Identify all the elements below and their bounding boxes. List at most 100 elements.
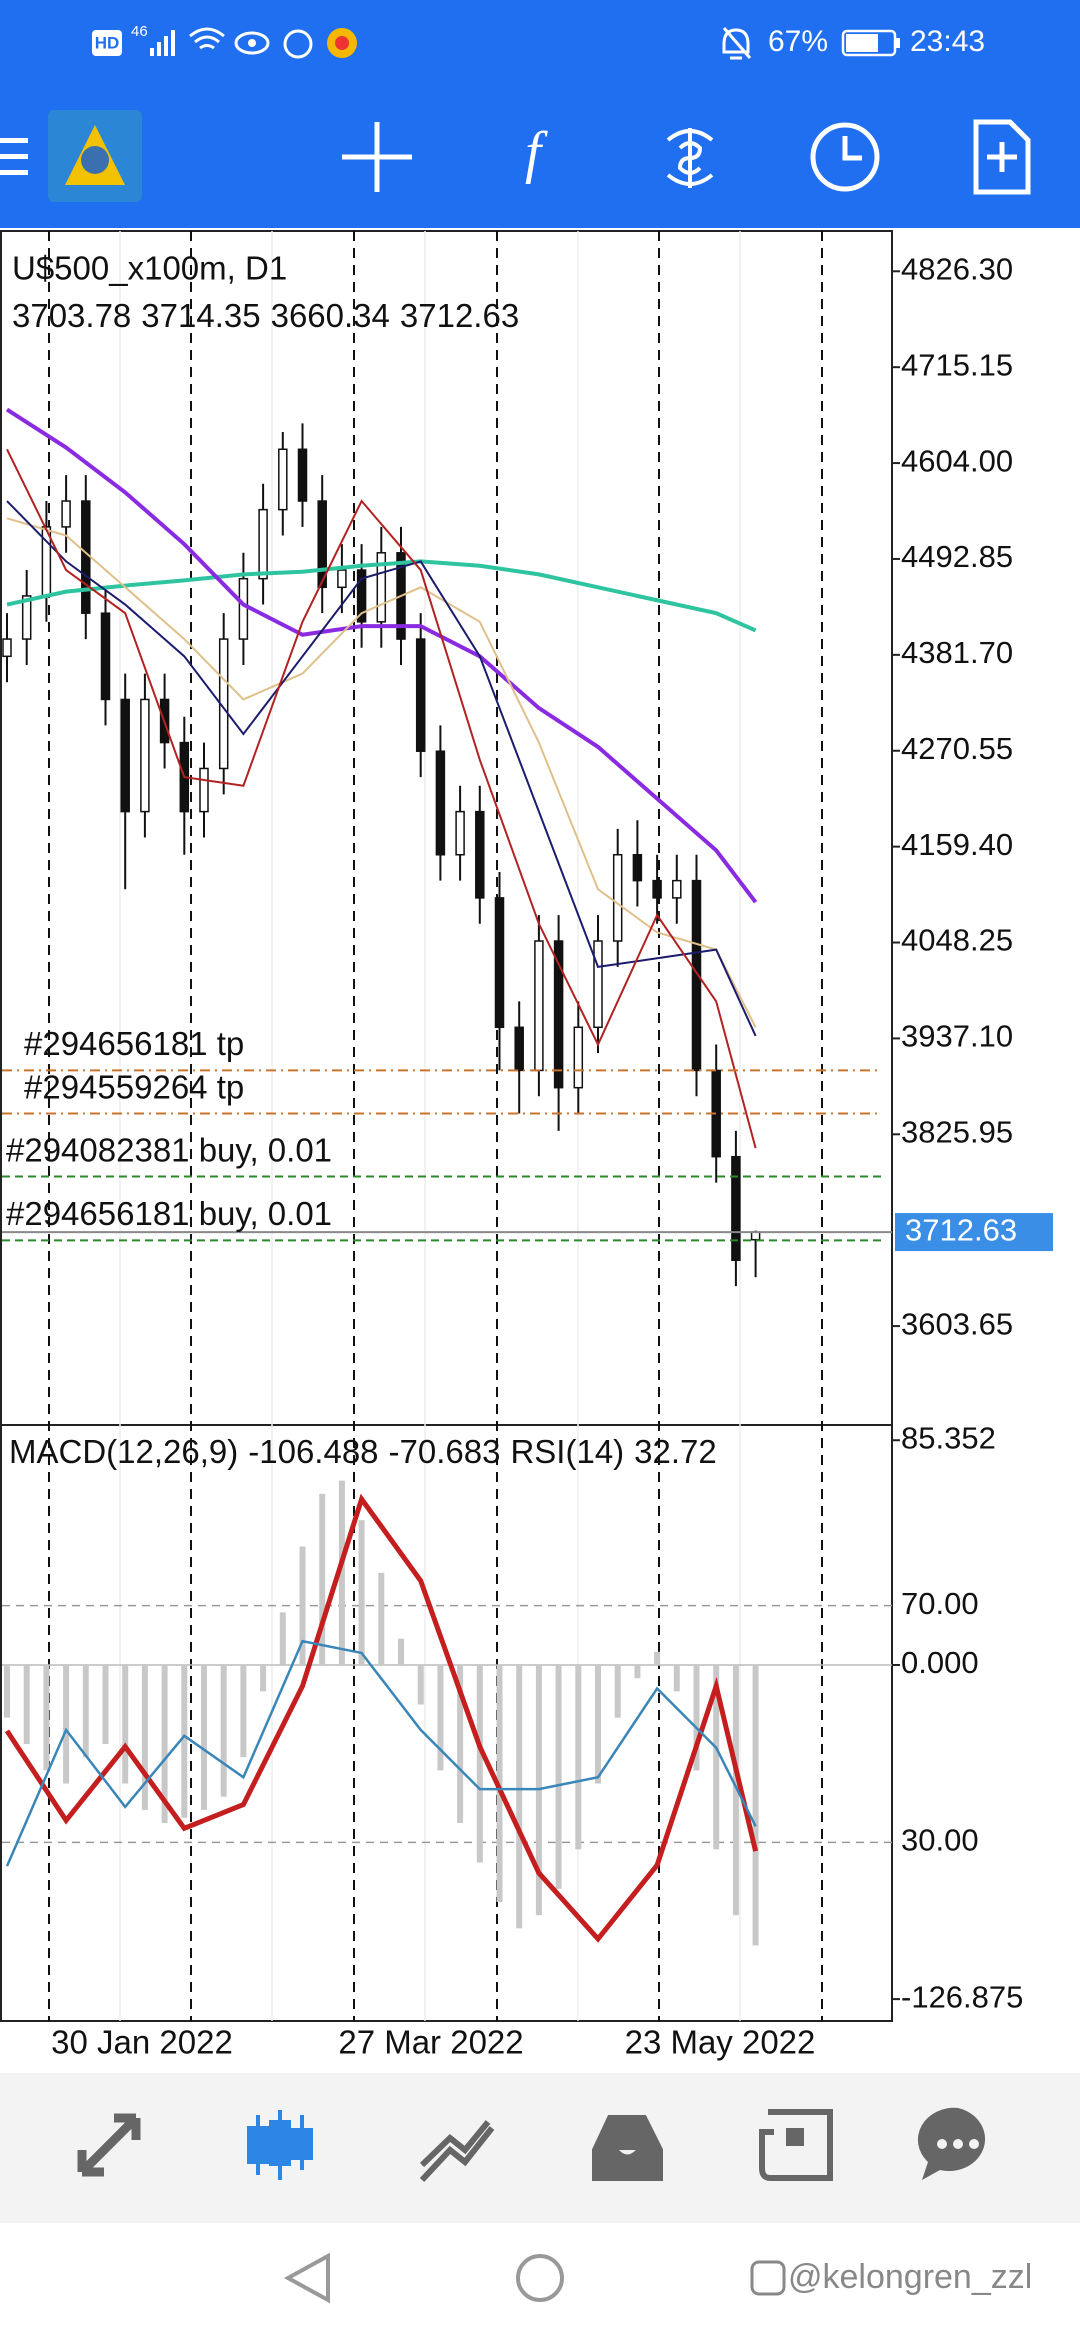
macd-bar [575, 1665, 582, 1850]
wifi-icon [189, 27, 225, 50]
macd-bar [338, 1480, 345, 1666]
home-button[interactable] [516, 2254, 564, 2302]
news-tab[interactable] [759, 2109, 833, 2181]
y-tick-label: 3825.95 [901, 1114, 1013, 1149]
macd-bar [614, 1665, 621, 1718]
candle-body [337, 569, 347, 589]
macd-bar [102, 1665, 109, 1745]
candle-body [691, 879, 702, 1072]
macd-bar [4, 1665, 10, 1718]
order-label: #294656181 tp [24, 1025, 244, 1062]
clock: 23:43 [910, 25, 985, 58]
candle-body [278, 448, 288, 511]
battery-level [846, 34, 878, 52]
y-tick-label: 4826.30 [901, 251, 1013, 286]
battery-percent: 67% [768, 25, 828, 58]
order-label: #294559264 tp [24, 1068, 244, 1105]
trade-button[interactable] [666, 128, 714, 188]
candle-body [317, 500, 327, 589]
macd-tick-label: 0.000 [901, 1645, 979, 1680]
macd-bar [63, 1665, 70, 1784]
watermark: @kelongren_zzl [788, 2258, 1032, 2296]
y-tick-label: 4048.25 [901, 923, 1013, 958]
signal-icon [150, 30, 175, 56]
ohlc-value: 3714.35 [141, 297, 260, 334]
y-tick-label: 4492.85 [901, 539, 1013, 574]
macd-bar [516, 1665, 523, 1929]
macd-bar [23, 1665, 30, 1745]
period-hands [842, 136, 862, 161]
macd-bar [398, 1638, 404, 1666]
rsi-line [5, 1639, 757, 1867]
macd-bar [417, 1665, 424, 1705]
alarm-icon [283, 29, 313, 59]
macd-bar [220, 1665, 227, 1797]
ohlc-label: 3703.78 3714.35 3660.34 3712.63 [12, 297, 519, 334]
y-tick-label: 4715.15 [901, 347, 1013, 382]
menu-button[interactable] [0, 138, 28, 175]
ohlc-value: 3712.63 [400, 297, 519, 334]
chart-tab[interactable] [247, 2110, 313, 2180]
macd-bar [319, 1493, 326, 1666]
macd-bar [693, 1665, 700, 1771]
candle-body [61, 500, 71, 528]
candle-body [672, 879, 682, 899]
order-label: #294656181 buy, 0.01 [6, 1195, 332, 1232]
rsi-tick-label: 30.00 [901, 1823, 979, 1858]
candle-body [455, 810, 465, 856]
candle-body [612, 853, 623, 942]
network-type: 46 [131, 23, 148, 40]
trade-tab[interactable] [419, 2120, 495, 2183]
macd-tick-label: -126.875 [901, 1979, 1023, 2014]
mt4-logo-center [81, 146, 109, 174]
y-tick-label: 4604.00 [901, 443, 1013, 478]
candle-body [593, 940, 603, 1029]
chat-tab[interactable] [917, 2107, 986, 2180]
macd-bar [299, 1546, 306, 1666]
macd-bar [82, 1665, 89, 1758]
bottom-nav [0, 2073, 1080, 2223]
mute-icon [722, 27, 752, 60]
chat-dot [937, 2139, 947, 2149]
app-icon-center [335, 36, 349, 50]
macd-bar [240, 1665, 247, 1758]
chat-dot [953, 2139, 963, 2149]
date-label: 30 Jan 2022 [51, 2024, 233, 2061]
moving-average [5, 407, 758, 904]
y-tick-label: 4381.70 [901, 635, 1013, 670]
candle-body [356, 569, 367, 623]
candle-body [573, 1026, 584, 1089]
macd-bar [43, 1665, 50, 1771]
ohlc-value: 3703.78 [12, 297, 131, 334]
battery-icon [841, 29, 897, 57]
candle-body [2, 638, 12, 658]
battery-tip [896, 38, 900, 48]
quotes-tab[interactable] [77, 2113, 141, 2177]
macd-signal [4, 1493, 759, 1943]
crosshair-button[interactable] [342, 122, 412, 192]
hd-badge [92, 30, 122, 56]
indicator-value: RSI(14) [510, 1433, 624, 1470]
indicator-value: -106.488 [248, 1433, 378, 1470]
date-label: 23 May 2022 [625, 2024, 816, 2061]
indicator-value: 32.72 [634, 1433, 717, 1470]
candle-body [435, 750, 446, 856]
macd-bar [732, 1665, 739, 1916]
macd-bar [595, 1665, 601, 1784]
macd-bar [260, 1665, 267, 1692]
candle-body [475, 810, 485, 899]
chat-dot [969, 2139, 979, 2149]
moving-average [6, 500, 757, 1037]
price-box [895, 1213, 1053, 1252]
candle-body [376, 552, 387, 623]
macd-bar [555, 1665, 562, 1889]
history-tab[interactable] [592, 2115, 663, 2181]
macd-bar [358, 1520, 365, 1666]
macd-bar [181, 1665, 188, 1818]
new-order-button[interactable] [973, 119, 1031, 195]
candle-body [731, 1155, 741, 1261]
candle-body [297, 448, 308, 502]
back-button[interactable] [283, 2252, 330, 2304]
period-button[interactable] [810, 122, 880, 192]
macd-tick-label: 85.352 [901, 1420, 996, 1455]
